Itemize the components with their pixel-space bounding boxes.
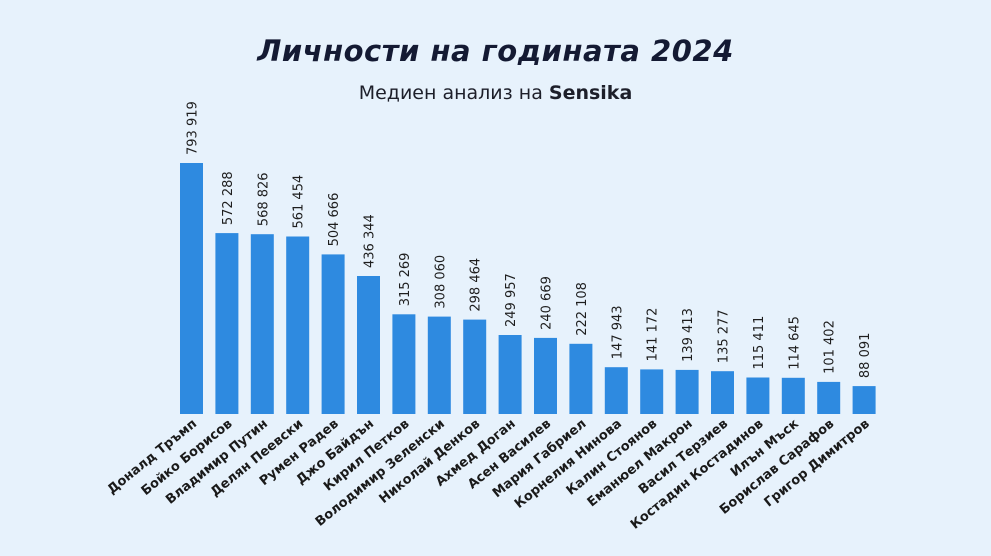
value-label-6: 436 344 (363, 214, 378, 268)
value-label-8: 308 060 (433, 255, 448, 309)
bar-9 (463, 319, 487, 414)
bar-20 (852, 386, 876, 414)
bar-11 (534, 337, 557, 414)
value-label-2: 572 288 (221, 171, 236, 225)
value-label-5: 504 666 (327, 193, 342, 247)
value-label-12: 222 108 (575, 282, 590, 336)
value-label-16: 135 277 (717, 309, 732, 363)
chart-title: Личности на годината 2024 (257, 34, 734, 68)
value-label-17: 115 411 (752, 316, 767, 370)
bar-7 (392, 314, 416, 414)
value-label-20: 88 091 (858, 333, 873, 379)
bar-12 (569, 343, 593, 414)
bar-1 (180, 163, 203, 414)
value-label-10: 249 957 (504, 273, 519, 327)
bar-5 (321, 254, 345, 414)
subtitle-prefix: Медиен анализ на (358, 82, 549, 104)
value-label-1: 793 919 (186, 101, 201, 155)
bar-8 (427, 316, 451, 414)
value-label-7: 315 269 (398, 253, 413, 307)
value-label-14: 141 172 (646, 308, 661, 362)
subtitle-brand: Sensika (548, 82, 633, 104)
chart-subtitle: Медиен анализ на Sensika (0, 82, 991, 104)
value-label-11: 240 669 (540, 276, 555, 330)
value-label-9: 298 464 (469, 258, 484, 312)
value-label-15: 139 413 (681, 308, 696, 362)
bar-14 (640, 369, 664, 414)
value-label-19: 101 402 (823, 320, 838, 374)
bar-3 (250, 234, 274, 414)
bar-4 (286, 236, 310, 414)
bar-10 (498, 335, 522, 414)
bar-6 (357, 276, 380, 414)
bar-15 (675, 369, 699, 414)
value-label-13: 147 943 (610, 305, 625, 359)
bar-18 (781, 377, 805, 414)
bar-2 (215, 233, 239, 414)
bar-16 (711, 371, 734, 414)
bar-17 (746, 377, 770, 414)
value-label-3: 568 826 (256, 172, 271, 226)
value-label-4: 561 454 (292, 175, 307, 229)
bar-19 (817, 381, 841, 414)
bar-13 (604, 367, 628, 414)
value-label-18: 114 645 (787, 316, 802, 370)
